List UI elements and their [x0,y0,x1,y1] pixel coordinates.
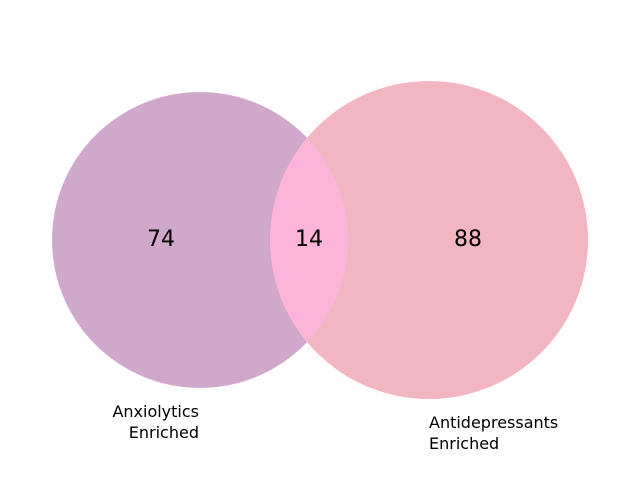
count-anxiolytics-only: 74 [147,227,175,252]
set-label-anxiolytics-line1: Anxiolytics [112,402,199,421]
set-label-antidepressants-line2: Enriched [429,434,499,453]
count-antidepressants-only: 88 [454,227,482,252]
set-circle-anxiolytics [52,92,348,388]
set-label-antidepressants-line1: Antidepressants [429,413,558,432]
count-intersection: 14 [295,227,323,252]
set-circle-antidepressants [270,81,588,399]
set-label-anxiolytics-line2: Enriched [129,423,199,442]
